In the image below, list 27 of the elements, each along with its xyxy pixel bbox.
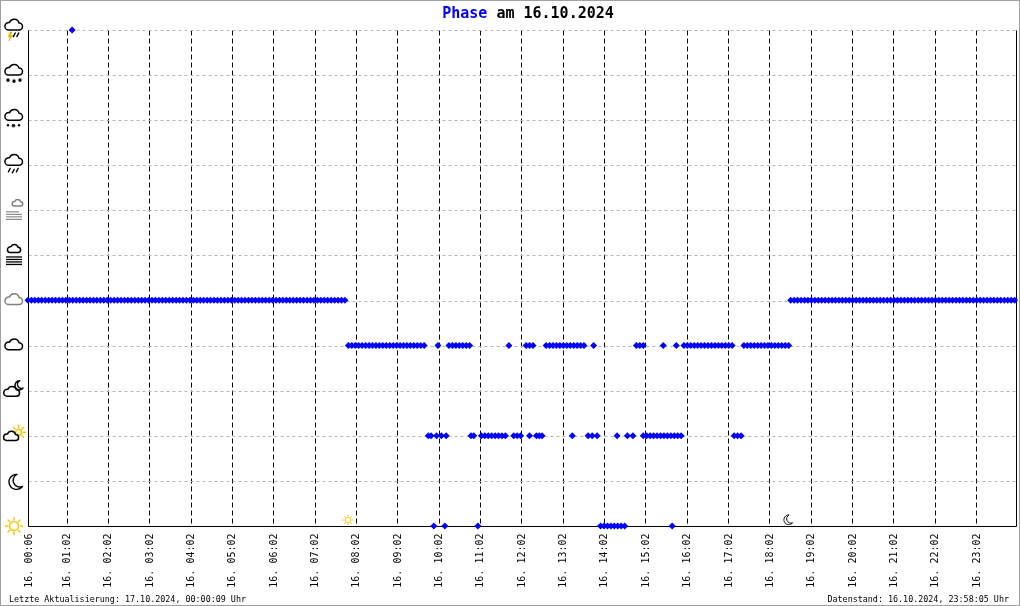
x-tick-label: 16. 06:02 xyxy=(267,533,279,588)
x-tick-label: 16. 08:02 xyxy=(350,533,362,588)
x-tick-label: 16. 17:02 xyxy=(722,533,734,588)
x-tick-label: 16. 20:02 xyxy=(846,533,858,588)
x-tick-label: 16. 10:02 xyxy=(433,533,445,588)
x-tick-label: 16. 19:02 xyxy=(805,533,817,588)
x-tick-label: 16. 02:02 xyxy=(102,533,114,588)
x-tick-label: 16. 05:02 xyxy=(226,533,238,588)
x-tick-label: 16. 16:02 xyxy=(681,533,693,588)
x-tick-label: 16. 07:02 xyxy=(309,533,321,588)
text: Letzte Aktualisierung: 17.10.2024, 00:00:09 Uhr xyxy=(9,594,246,604)
x-tick-label: 16. 00:06 xyxy=(22,533,34,588)
x-tick-label: 16. 18:02 xyxy=(763,533,775,588)
x-tick-label: 16. 01:02 xyxy=(61,533,73,588)
x-tick-label: 16. 22:02 xyxy=(929,533,941,588)
text: Datenstand: 16.10.2024, 23:58:05 Uhr xyxy=(827,594,1009,604)
chart-title: Phase am 16.10.2024 xyxy=(442,4,614,22)
x-tick-label: 16. 09:02 xyxy=(391,533,403,588)
x-tick-label: 16. 12:02 xyxy=(515,533,527,588)
x-tick-label: 16. 11:02 xyxy=(474,533,486,588)
x-tick-label: 16. 15:02 xyxy=(639,533,651,588)
x-tick-label: 16. 14:02 xyxy=(598,533,610,588)
x-tick-label: 16. 03:02 xyxy=(143,533,155,588)
x-tick-label: 16. 23:02 xyxy=(970,533,982,588)
x-tick-label: 16. 21:02 xyxy=(887,533,899,588)
x-tick-label: 16. 13:02 xyxy=(557,533,569,588)
x-tick-label: 16. 04:02 xyxy=(185,533,197,588)
